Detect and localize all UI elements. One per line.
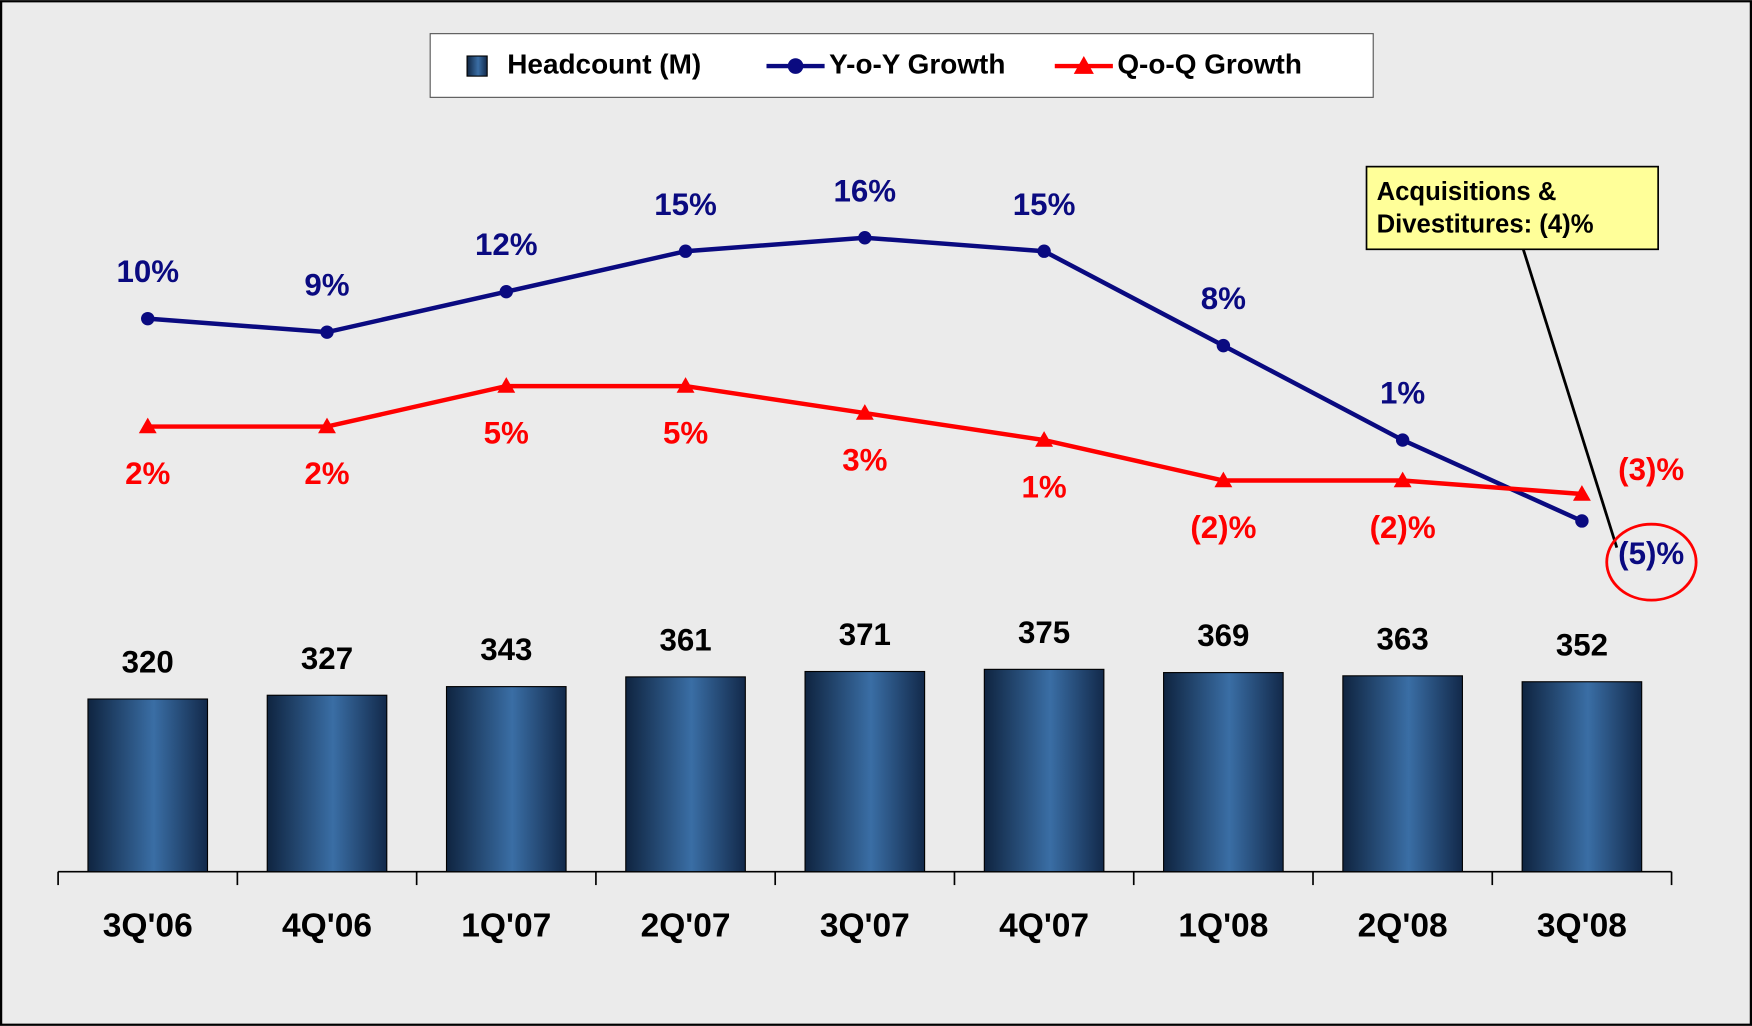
data-label: 352: [1556, 627, 1608, 662]
bar: [87, 698, 209, 873]
data-label: 3%: [842, 443, 887, 478]
marker: [1393, 471, 1412, 488]
data-label: 371: [839, 617, 891, 652]
data-label: 15%: [1013, 187, 1076, 222]
data-label: 1%: [1021, 469, 1066, 504]
data-label: 375: [1018, 615, 1070, 650]
data-label: (3)%: [1618, 452, 1684, 487]
bar: [804, 670, 926, 873]
marker: [141, 311, 155, 326]
data-label: 5%: [663, 416, 708, 451]
data-label: 15%: [654, 187, 717, 222]
data-label: (2)%: [1190, 510, 1256, 545]
data-label: 320: [122, 645, 174, 680]
annotation-box: [1365, 165, 1659, 251]
marker: [678, 244, 693, 258]
highlight-circle: [1605, 522, 1698, 602]
marker: [499, 284, 513, 299]
x-tick-label: 3Q'08: [1537, 907, 1627, 944]
legend-swatch: [466, 55, 488, 77]
x-tick-label: 4Q'06: [282, 907, 372, 944]
bar: [1163, 672, 1284, 873]
bar: [1521, 681, 1643, 873]
data-label: 2%: [125, 456, 170, 491]
data-label: 12%: [475, 227, 538, 262]
marker: [318, 417, 336, 434]
bar: [266, 694, 388, 873]
marker: [1037, 244, 1051, 258]
legend-label: Headcount (M): [507, 48, 701, 79]
marker: [497, 377, 516, 393]
data-label: 363: [1377, 621, 1429, 656]
data-label: 5%: [484, 416, 529, 451]
data-label: 343: [480, 632, 532, 667]
marker: [858, 231, 872, 245]
x-tick-label: 3Q'06: [103, 907, 193, 944]
data-label: 9%: [304, 268, 349, 303]
data-label: 327: [301, 641, 353, 676]
callout-line: [1521, 247, 1619, 549]
marker: [855, 404, 874, 420]
data-label: 16%: [834, 173, 897, 208]
annotation-text: Divestitures: (4)%: [1377, 211, 1594, 239]
data-label: (2)%: [1370, 510, 1436, 545]
legend-box: [429, 33, 1374, 98]
marker: [138, 417, 157, 434]
annotation: Acquisitions & Divestitures: (4)%: [1365, 165, 1698, 602]
bar: [1342, 675, 1463, 873]
legend-label: Y-o-Y Growth: [829, 48, 1005, 79]
data-label: 2%: [304, 456, 349, 491]
x-tick-label: 2Q'08: [1358, 907, 1448, 944]
data-label: 8%: [1201, 281, 1246, 316]
data-label: 1%: [1380, 376, 1425, 411]
marker: [320, 325, 334, 339]
bar: [445, 686, 567, 873]
bar: [625, 676, 746, 873]
data-label: (5)%: [1618, 536, 1684, 571]
marker: [1216, 338, 1231, 353]
marker: [1575, 514, 1589, 528]
legend-marker: [787, 58, 804, 74]
x-tick-label: 2Q'07: [641, 907, 731, 944]
data-label: 10%: [116, 254, 179, 289]
data-label: 361: [659, 623, 711, 658]
marker: [1035, 431, 1054, 447]
x-tick-label: 4Q'07: [999, 907, 1089, 944]
bar: [983, 668, 1105, 873]
marker: [1572, 485, 1591, 501]
marker: [676, 377, 695, 393]
marker: [1395, 433, 1410, 447]
annotation-text: Acquisitions &: [1377, 178, 1557, 206]
x-tick-label: 1Q'07: [461, 907, 551, 944]
x-tick-label: 3Q'07: [820, 907, 910, 944]
marker: [1214, 471, 1233, 488]
legend-marker: [1073, 56, 1094, 74]
legend-label: Q-o-Q Growth: [1117, 48, 1302, 79]
x-tick-label: 1Q'08: [1178, 907, 1268, 944]
data-label: 369: [1197, 618, 1249, 653]
